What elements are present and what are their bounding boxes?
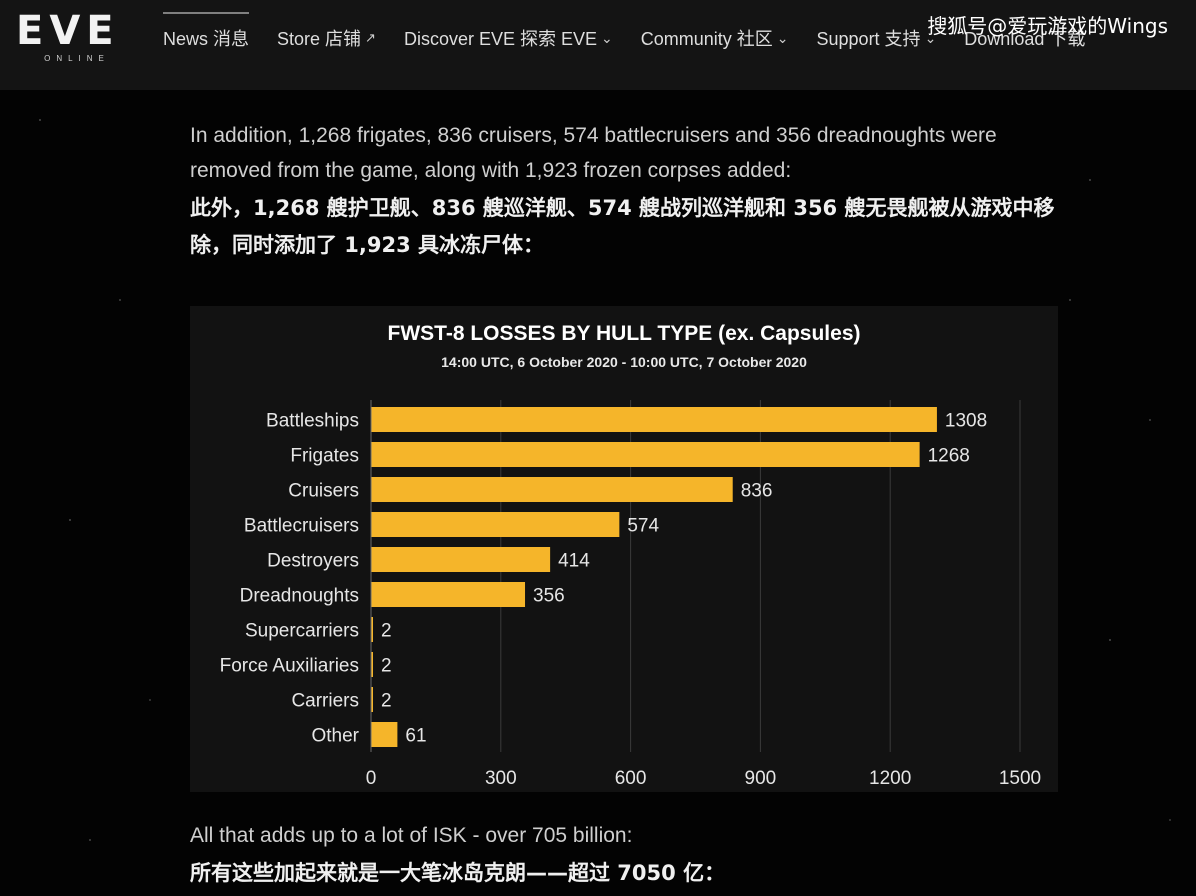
article-body-2: All that adds up to a lot of ISK - over … <box>190 818 1070 892</box>
bar <box>371 512 620 537</box>
category-label: Cruisers <box>288 481 359 502</box>
data-label: 61 <box>405 726 426 747</box>
category-label: Destroyers <box>267 551 359 572</box>
nav-news-label: News 消息 <box>163 29 250 49</box>
chevron-down-icon: ⌄ <box>776 29 789 46</box>
bar <box>371 687 373 712</box>
nav-community-label: Community 社区 <box>640 29 773 49</box>
x-tick-label: 300 <box>485 768 517 789</box>
nav-store-label: Store 店铺 <box>277 29 362 49</box>
eve-online-logo[interactable]: EVE ONLINE <box>16 10 138 66</box>
data-label: 414 <box>558 551 590 572</box>
nav-support-label: Support 支持 <box>816 29 921 49</box>
data-label: 574 <box>627 516 659 537</box>
bar <box>371 722 398 747</box>
chart-subtitle: 14:00 UTC, 6 October 2020 - 10:00 UTC, 7… <box>441 354 807 370</box>
data-label: 1308 <box>945 411 987 432</box>
chevron-down-icon: ⌄ <box>601 29 613 46</box>
nav-news[interactable]: News 消息 <box>163 12 250 52</box>
chevron-down-icon: ⌄ <box>924 29 937 46</box>
main-nav: News 消息 Store 店铺 ↗ Discover EVE 探索 EVE ⌄… <box>163 12 1113 52</box>
paragraph-chinese-2: 所有这些加起来就是一大笔冰岛克朗——超过 7050 亿： <box>190 861 726 885</box>
category-label: Battleships <box>266 411 359 432</box>
category-label: Force Auxiliaries <box>220 656 359 677</box>
nav-discover[interactable]: Discover EVE 探索 EVE ⌄ <box>404 24 613 52</box>
category-label: Carriers <box>291 691 359 712</box>
losses-chart: FWST-8 LOSSES BY HULL TYPE (ex. Capsules… <box>190 306 1058 792</box>
nav-store[interactable]: Store 店铺 ↗ <box>277 24 376 52</box>
nav-download[interactable]: Download 下载 <box>964 24 1085 52</box>
nav-support[interactable]: Support 支持 ⌄ <box>817 24 937 52</box>
top-navigation-bar: EVE ONLINE News 消息 Store 店铺 ↗ Discover E… <box>0 0 1196 90</box>
bar <box>371 617 373 642</box>
data-label: 2 <box>381 621 392 642</box>
category-label: Other <box>311 726 359 747</box>
bar <box>371 442 920 467</box>
chart-title: FWST-8 LOSSES BY HULL TYPE (ex. Capsules… <box>387 322 861 345</box>
chart-plot: 0 300 600 900 1200 1500 Battleships 1308 Frigate… <box>220 400 1041 789</box>
paragraph-english-2: All that adds up to a lot of ISK - over … <box>190 824 633 847</box>
data-label: 836 <box>741 481 773 502</box>
data-label: 356 <box>533 586 565 607</box>
data-label: 2 <box>381 656 392 677</box>
x-tick-label: 1500 <box>999 768 1041 789</box>
data-label: 2 <box>381 691 392 712</box>
category-label: Frigates <box>290 446 359 467</box>
article-body: In addition, 1,268 frigates, 836 cruiser… <box>190 118 1070 264</box>
category-label: Supercarriers <box>245 621 359 642</box>
x-tick-label: 600 <box>615 768 647 789</box>
x-tick-label: 0 <box>366 768 377 789</box>
logo-mark: EVE <box>16 8 120 54</box>
logo-subtitle: ONLINE <box>44 54 110 63</box>
bar <box>371 477 733 502</box>
paragraph-chinese: 此外，1,268 艘护卫舰、836 艘巡洋舰、574 艘战列巡洋舰和 356 艘… <box>190 196 1055 257</box>
nav-community[interactable]: Community 社区 ⌄ <box>641 24 789 52</box>
data-label: 1268 <box>928 446 970 467</box>
bar <box>371 407 937 432</box>
bar <box>371 547 551 572</box>
category-label: Dreadnoughts <box>240 586 359 607</box>
bar <box>371 652 373 677</box>
sohu-watermark: 搜狐号@爱玩游戏的Wings <box>927 14 1168 38</box>
x-tick-label: 900 <box>745 768 777 789</box>
external-link-icon: ↗ <box>365 30 376 45</box>
bar <box>371 582 526 607</box>
x-tick-label: 1200 <box>869 768 911 789</box>
nav-discover-label: Discover EVE 探索 EVE <box>403 29 598 49</box>
paragraph-english: In addition, 1,268 frigates, 836 cruiser… <box>190 124 997 182</box>
category-label: Battlecruisers <box>244 516 359 537</box>
nav-download-label: Download 下载 <box>964 29 1086 49</box>
